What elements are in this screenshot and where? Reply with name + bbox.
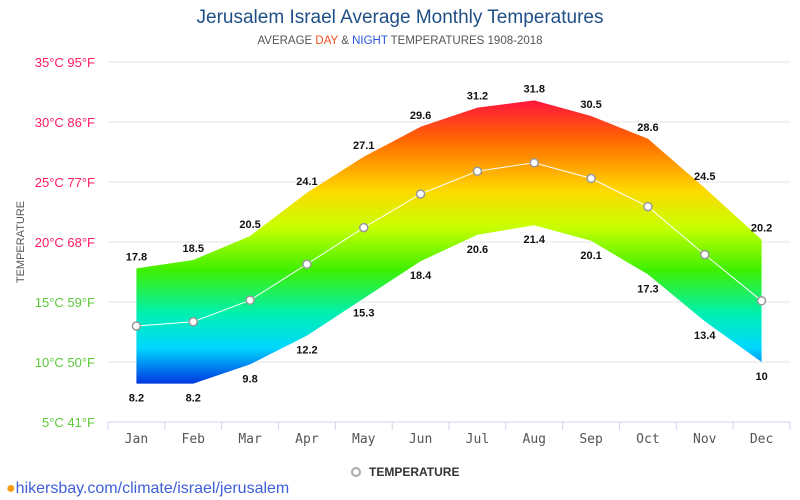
chart-subtitle: AVERAGE DAY & NIGHT TEMPERATURES 1908-20…: [257, 35, 543, 47]
y-tick-label: 10°C 50°F: [35, 355, 95, 370]
day-label: 20.2: [751, 223, 772, 235]
x-tick-label: Jan: [125, 432, 148, 447]
day-night-band: [136, 100, 762, 384]
x-tick-label: Nov: [693, 432, 717, 447]
y-tick-label: 25°C 77°F: [35, 175, 95, 190]
night-label: 17.3: [637, 283, 658, 295]
legend-marker-icon: [351, 467, 361, 477]
map-pin-icon: ●: [6, 480, 16, 497]
temperature-point[interactable]: [756, 296, 767, 306]
night-label: 20.6: [467, 244, 488, 256]
y-tick-label: 20°C 68°F: [35, 235, 95, 250]
x-tick-label: May: [352, 432, 376, 447]
temperature-point[interactable]: [529, 158, 539, 168]
x-tick-label: Oct: [636, 432, 659, 447]
legend-label: TEMPERATURE: [369, 465, 459, 479]
temperature-point[interactable]: [700, 249, 710, 260]
day-label: 27.1: [353, 140, 374, 152]
temperature-line: [136, 162, 762, 327]
chart-title: Jerusalem Israel Average Monthly Tempera…: [196, 7, 604, 28]
temperature-point[interactable]: [359, 222, 369, 233]
temperature-point[interactable]: [472, 166, 483, 176]
night-label: 8.2: [186, 393, 201, 405]
night-label: 20.1: [580, 250, 601, 262]
night-label: 13.4: [694, 330, 716, 342]
day-label: 24.1: [296, 176, 317, 188]
day-label: 31.8: [524, 83, 545, 95]
y-axis-label: TEMPERATURE: [15, 201, 27, 283]
y-tick-label: 15°C 59°F: [35, 295, 95, 310]
y-tick-label: 5°C 41°F: [42, 415, 95, 430]
footer-link[interactable]: ●hikersbay.com/climate/israel/jerusalem: [6, 480, 290, 497]
temperature-point[interactable]: [131, 321, 142, 331]
day-label: 17.8: [126, 251, 147, 263]
x-tick-label: Feb: [182, 432, 206, 447]
night-label: 9.8: [242, 373, 257, 385]
night-label: 18.4: [410, 270, 432, 282]
x-tick-label: Sep: [579, 432, 603, 447]
day-label: 28.6: [637, 122, 658, 134]
x-tick-label: Mar: [238, 432, 262, 447]
day-label: 29.6: [410, 110, 431, 122]
y-tick-label: 35°C 95°F: [35, 55, 95, 70]
temperature-point[interactable]: [188, 317, 198, 327]
night-label: 15.3: [353, 307, 374, 319]
temperature-point[interactable]: [415, 189, 426, 199]
legend[interactable]: TEMPERATURE: [351, 465, 459, 479]
night-label: 12.2: [296, 345, 317, 357]
y-tick-label: 30°C 86°F: [35, 115, 95, 130]
day-label: 31.2: [467, 91, 488, 103]
day-label: 20.5: [239, 219, 260, 231]
day-label: 18.5: [183, 243, 204, 255]
temperature-point[interactable]: [302, 259, 312, 269]
x-tick-label: Apr: [295, 432, 319, 447]
night-label: 8.2: [129, 393, 144, 405]
x-tick-label: Jul: [466, 432, 489, 447]
temperature-point[interactable]: [586, 173, 596, 184]
day-label: 30.5: [580, 99, 601, 111]
temperature-point[interactable]: [245, 295, 255, 305]
night-label: 10: [755, 371, 767, 383]
temperature-point[interactable]: [643, 201, 653, 212]
x-tick-label: Dec: [750, 432, 773, 447]
day-label: 24.5: [694, 171, 715, 183]
night-label: 21.4: [524, 234, 546, 246]
x-tick-label: Aug: [523, 432, 546, 447]
x-tick-label: Jun: [409, 432, 432, 447]
